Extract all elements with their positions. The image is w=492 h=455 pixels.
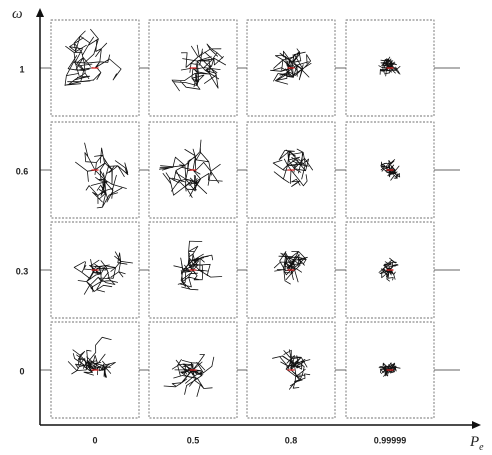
network (273, 251, 308, 285)
network-edges (163, 354, 215, 397)
network (173, 240, 223, 291)
x-arrow (472, 421, 481, 429)
network (378, 257, 399, 282)
y-tick-label: 1 (19, 64, 24, 74)
y-tick-label: 0 (19, 366, 24, 376)
x-tick-label: 0 (92, 435, 97, 445)
x-tick-label: 0.99999 (374, 435, 407, 445)
x-axis-label: Pe (469, 434, 484, 453)
network-edges (75, 142, 129, 209)
y-arrow (36, 8, 44, 17)
network-edges (173, 240, 223, 291)
network (378, 362, 401, 377)
network (272, 349, 311, 390)
network (75, 142, 129, 209)
x-label-main: P (469, 434, 479, 450)
network (67, 336, 116, 378)
x-label-sub: e (479, 442, 484, 453)
network-edges (272, 148, 313, 187)
network (159, 139, 223, 198)
network-edges (73, 251, 133, 295)
x-tick-label: 0.5 (187, 435, 200, 445)
x-tick-label: 0.8 (285, 435, 298, 445)
network-edges (270, 48, 312, 85)
network (163, 354, 215, 397)
network-edges (171, 43, 226, 92)
network (380, 159, 401, 181)
y-tick-label: 0.6 (16, 166, 29, 176)
panels (40, 19, 460, 419)
network (64, 28, 122, 86)
network (171, 43, 226, 92)
network (272, 148, 313, 187)
network-edges (273, 251, 308, 285)
panel (246, 221, 336, 319)
network (73, 251, 133, 295)
y-axis-label: ω (12, 6, 23, 22)
y-tick-label: 0.3 (16, 266, 29, 276)
network-edges (64, 28, 122, 86)
network (270, 48, 312, 85)
network (378, 56, 401, 77)
network-edges (272, 349, 311, 390)
